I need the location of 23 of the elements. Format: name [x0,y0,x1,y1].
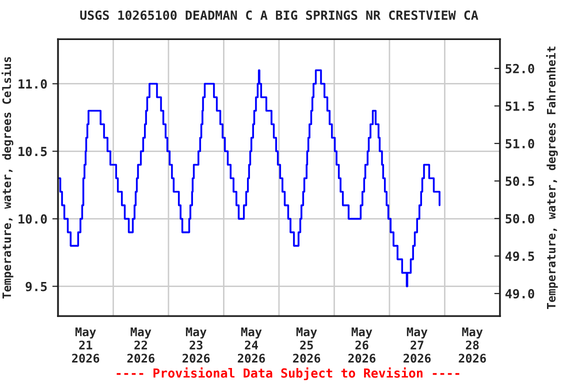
y2-tick-label: 51.5 [506,102,534,111]
y2-axis-title: Temperature, water, degrees Fahrenheit [546,46,558,309]
y2-tick-label: 52.0 [506,64,534,74]
y-tick-label: 11.0 [18,79,47,89]
y-tick-label: 9.5 [26,282,47,292]
x-tick-label: May 26 2026 [348,328,376,363]
x-tick-label: May 24 2026 [238,328,265,363]
chart-title: USGS 10265100 DEADMAN C A BIG SPRINGS NR CRESTVIEW CA [80,10,478,20]
x-tick-label: May 21 2026 [72,328,100,363]
y2-tick-label: 50.0 [506,214,534,224]
y-tick-label: 10.0 [18,214,47,224]
x-tick-label: May 22 2026 [127,328,154,363]
x-tick-label: May 28 2026 [458,328,486,363]
y2-tick-label: 49.5 [505,252,534,261]
x-tick-label: May 23 2026 [182,328,210,363]
text: ---- Provisional Data Subject to Revision ---- [116,367,460,380]
y-axis-title: Temperature, water, degrees Celsius [2,57,14,299]
x-tick-label: May 25 2026 [293,328,320,363]
y2-tick-label: 51.0 [506,138,534,148]
x-tick-label: May 27 2026 [404,328,431,363]
y2-tick-label: 49.0 [505,288,534,299]
y-tick-label: 10.5 [18,146,47,156]
y2-tick-label: 50.5 [506,176,534,186]
